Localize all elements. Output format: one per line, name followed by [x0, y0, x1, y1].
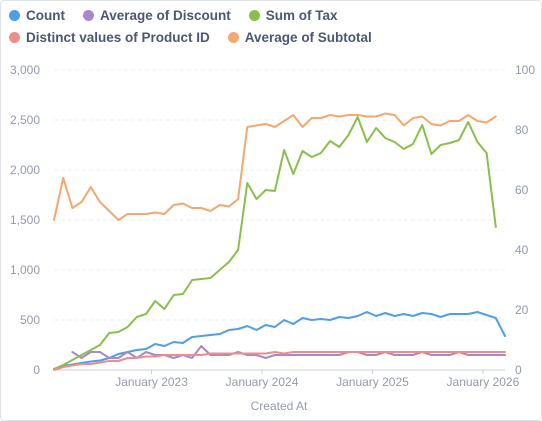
- series-line-sum-of-tax[interactable]: [53, 116, 497, 370]
- legend-item-sum-of-tax[interactable]: Sum of Tax: [248, 5, 338, 25]
- series-line-average-of-discount[interactable]: [71, 345, 506, 359]
- left-y-tick-label: 3,000: [10, 63, 40, 77]
- right-y-tick-label: 40: [515, 243, 529, 257]
- legend-label-average-of-subtotal: Average of Subtotal: [244, 29, 372, 45]
- x-tick-label: January 2025: [336, 375, 409, 389]
- legend-label-distinct-product-id: Distinct values of Product ID: [26, 29, 210, 45]
- legend-item-average-of-discount[interactable]: Average of Discount: [82, 5, 231, 25]
- legend-item-count[interactable]: Count: [9, 5, 65, 25]
- legend-item-distinct-product-id[interactable]: Distinct values of Product ID: [9, 27, 210, 47]
- right-y-axis: 0 20 40 60 80 100: [515, 63, 535, 377]
- legend-dot-distinct-product-id: [9, 31, 20, 43]
- legend-dot-average-of-subtotal: [227, 31, 239, 43]
- series-line-count[interactable]: [53, 311, 506, 370]
- series-line-distinct-values-of-product-id[interactable]: [53, 351, 506, 371]
- x-tick-label: January 2024: [226, 375, 299, 389]
- x-axis-title: Created At: [251, 399, 308, 413]
- legend-dot-sum-of-tax: [248, 9, 260, 21]
- legend-label-count: Count: [26, 7, 65, 23]
- x-tick-label: January 2026: [447, 375, 520, 389]
- right-y-tick-label: 100: [515, 63, 535, 77]
- x-axis: January 2023 January 2024 January 2025 Janu…: [115, 370, 520, 389]
- left-y-tick-label: 2,500: [10, 113, 40, 127]
- series-lines: [53, 112, 506, 371]
- left-y-tick-label: 1,500: [10, 213, 40, 227]
- legend-label-average-of-discount: Average of Discount: [99, 7, 231, 23]
- legend-dot-average-of-discount: [82, 9, 94, 21]
- legend-item-average-of-subtotal[interactable]: Average of Subtotal: [227, 27, 372, 47]
- legend-dot-count: [9, 9, 20, 21]
- left-y-axis: 0 500 1,000 1,500 2,000 2,500 3,000: [10, 63, 40, 377]
- left-y-tick-label: 0: [33, 363, 40, 377]
- left-y-tick-label: 1,000: [10, 263, 40, 277]
- left-y-tick-label: 500: [20, 313, 40, 327]
- left-y-tick-label: 2,000: [10, 163, 40, 177]
- x-tick-label: January 2023: [115, 375, 188, 389]
- right-y-tick-label: 60: [515, 183, 529, 197]
- legend-label-sum-of-tax: Sum of Tax: [265, 7, 338, 23]
- right-y-tick-label: 0: [515, 363, 522, 377]
- gridlines: [54, 69, 505, 371]
- series-line-average-of-subtotal[interactable]: [53, 112, 497, 221]
- legend: Count Average of Discount Sum of Tax Dis…: [9, 5, 529, 47]
- right-y-tick-label: 80: [515, 123, 529, 137]
- right-y-tick-label: 20: [515, 303, 529, 317]
